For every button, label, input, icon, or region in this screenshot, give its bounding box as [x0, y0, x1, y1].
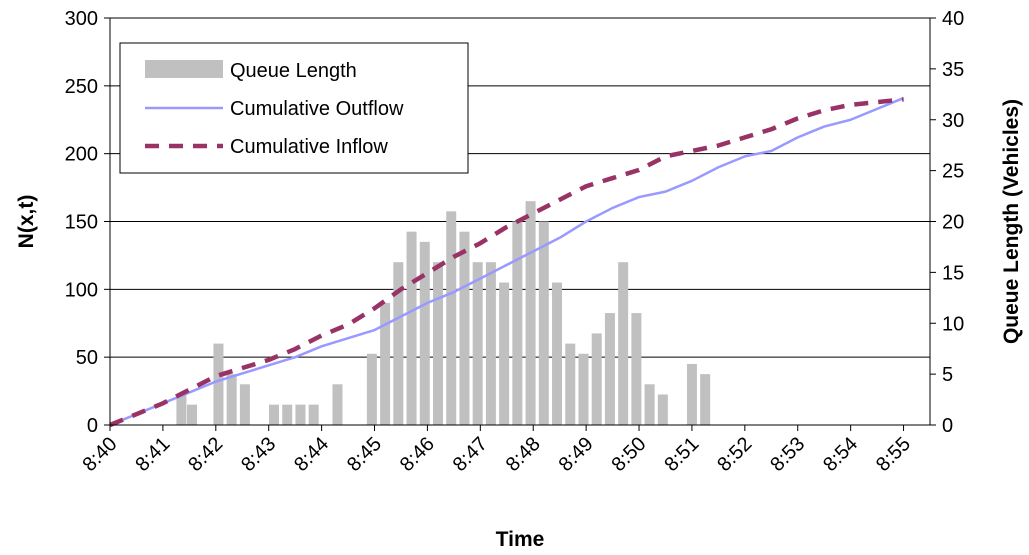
x-tick-label: 8:46 — [396, 433, 439, 476]
right-tick-label: 5 — [942, 364, 953, 386]
legend-swatch-queue — [145, 60, 223, 78]
queue-bar — [525, 201, 536, 425]
x-tick-label: 8:51 — [660, 433, 703, 476]
queue-bar — [644, 384, 655, 425]
queue-bar — [686, 363, 697, 425]
queue-bar — [552, 282, 563, 425]
x-axis-title: Time — [496, 528, 545, 551]
queue-bar — [226, 374, 237, 425]
x-tick-label: 8:44 — [290, 433, 333, 476]
cumulative-lines — [109, 96, 905, 428]
right-tick-label: 40 — [942, 8, 964, 30]
queue-bar — [631, 313, 642, 425]
queue-bars — [176, 201, 711, 425]
right-tick-label: 10 — [942, 313, 964, 335]
legend: Queue Length Cumulative Outflow Cumulati… — [119, 42, 469, 174]
queue-bar — [366, 353, 377, 425]
queue-bar — [308, 404, 319, 425]
queue-bar — [393, 262, 404, 425]
inflow-line — [109, 97, 904, 428]
right-tick-label: 20 — [942, 212, 964, 234]
right-y-axis-title: Queue Length (Vehicles) — [1000, 99, 1023, 344]
right-tick-label: 0 — [942, 415, 953, 437]
queue-bar — [472, 262, 483, 425]
x-tick-label: 8:49 — [555, 433, 598, 476]
right-tick-label: 30 — [942, 110, 964, 132]
right-tick-label: 15 — [942, 262, 964, 284]
queue-bar — [433, 262, 443, 425]
left-tick-label: 250 — [65, 76, 98, 98]
queue-bar — [239, 384, 250, 425]
left-tick-label: 200 — [65, 144, 98, 166]
x-tick-label: 8:48 — [502, 433, 545, 476]
left-tick-label: 50 — [76, 347, 98, 369]
x-tick-label: 8:45 — [343, 433, 386, 476]
queue-bar — [604, 313, 615, 425]
queue-bar — [485, 262, 496, 425]
left-y-axis-title: N(x,t) — [15, 195, 38, 249]
x-tick-label: 8:42 — [184, 433, 227, 476]
queue-bar — [512, 221, 523, 425]
queue-bar — [176, 394, 187, 425]
queue-bar — [446, 211, 457, 425]
queue-bar — [419, 241, 430, 425]
queue-bar — [213, 343, 224, 425]
left-tick-label: 100 — [65, 279, 98, 301]
queue-bar — [282, 404, 293, 425]
x-tick-label: 8:50 — [607, 433, 650, 476]
x-tick-label: 8:41 — [131, 433, 174, 476]
x-tick-label: 8:55 — [872, 433, 915, 476]
queue-bar — [380, 302, 391, 425]
x-tick-label: 8:53 — [766, 433, 809, 476]
x-tick-label: 8:54 — [819, 433, 862, 476]
queue-bar — [269, 404, 279, 425]
x-tick-label: 8:52 — [713, 433, 756, 476]
right-tick-label: 25 — [942, 161, 964, 183]
right-tick-label: 35 — [942, 59, 964, 81]
x-ticks: 8:40 8:41 8:42 8:43 8:44 8:45 8:46 8:47 8:48 8:49… — [78, 425, 915, 476]
queue-bar — [565, 343, 576, 425]
left-tick-label: 300 — [65, 8, 98, 30]
left-tick-label: 150 — [65, 212, 98, 234]
queue-bar — [187, 404, 197, 425]
queue-bar — [657, 394, 668, 425]
queue-bar — [538, 221, 549, 425]
left-tick-label: 0 — [87, 415, 98, 437]
queue-bar — [295, 404, 306, 425]
x-tick-label: 8:47 — [449, 433, 492, 476]
queue-bar — [332, 384, 343, 425]
queue-bar — [618, 262, 629, 425]
outflow-line — [109, 96, 905, 427]
legend-label-inflow: Cumulative Inflow — [230, 136, 388, 158]
queue-bar — [578, 353, 589, 425]
queue-bar — [406, 231, 417, 425]
queue-bar — [499, 282, 510, 425]
queue-bar — [700, 374, 711, 425]
legend-label-queue: Queue Length — [230, 60, 357, 82]
x-tick-label: 8:40 — [78, 433, 121, 476]
queue-bar — [591, 333, 602, 425]
x-tick-label: 8:43 — [237, 433, 280, 476]
left-y-ticks: 0 50 100 150 200 250 300 — [65, 8, 110, 437]
queue-bar — [459, 231, 470, 425]
right-y-ticks: 0 5 10 15 20 25 30 35 40 — [930, 8, 964, 437]
legend-label-outflow: Cumulative Outflow — [230, 98, 404, 120]
